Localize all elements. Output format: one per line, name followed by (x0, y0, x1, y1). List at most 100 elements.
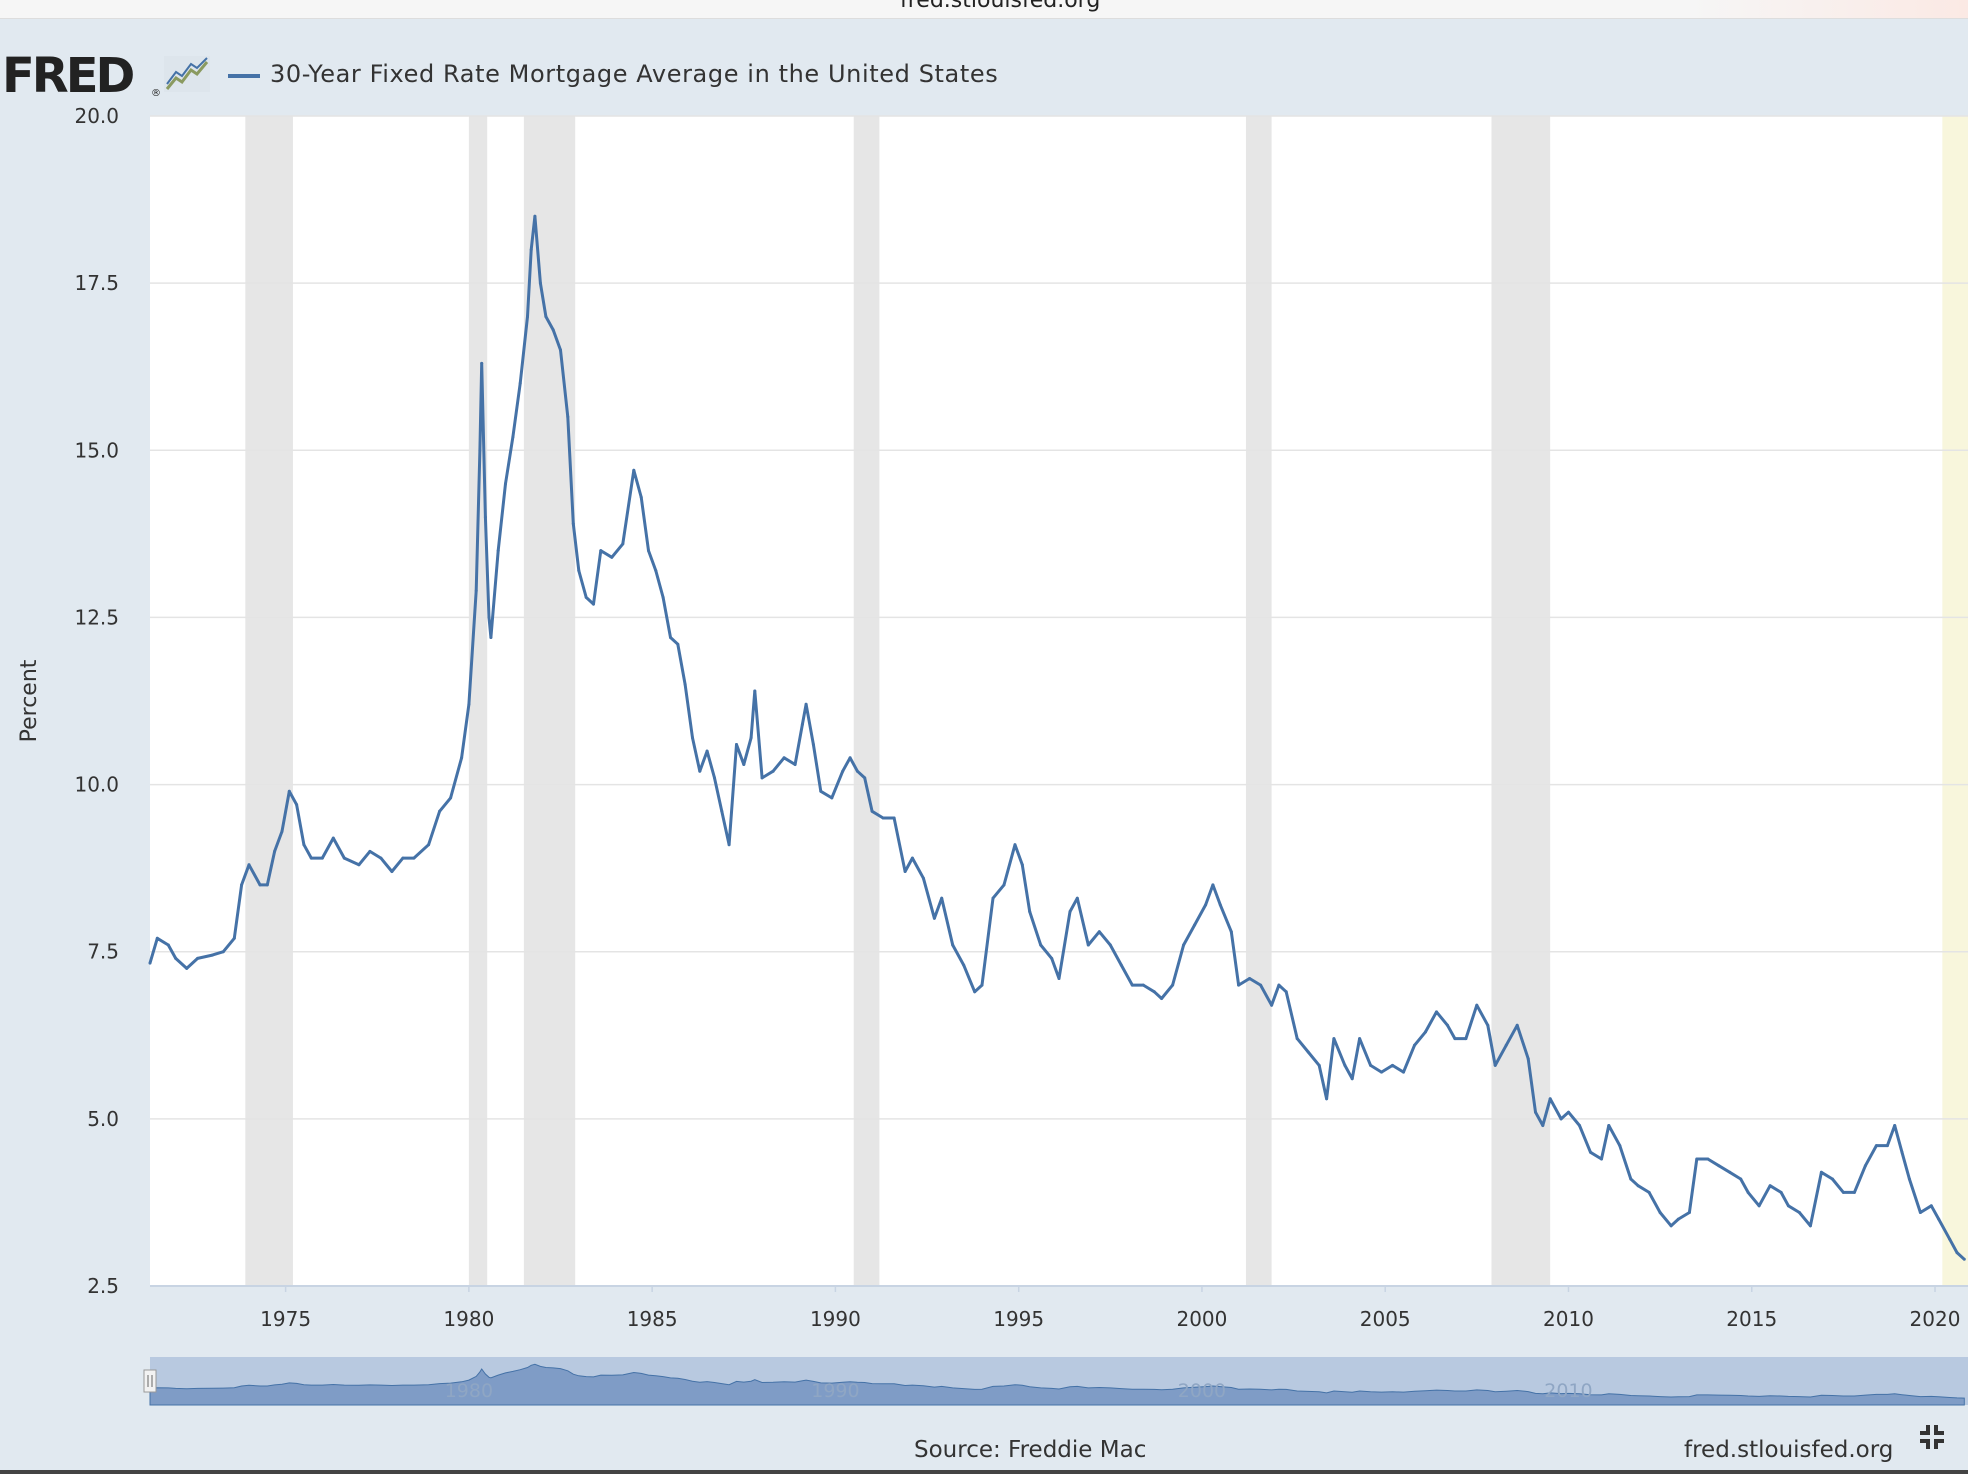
data-point (1504, 1043, 1508, 1047)
data-point (379, 856, 383, 860)
data-point (1259, 983, 1263, 987)
data-point (427, 843, 431, 847)
data-point (1526, 1057, 1530, 1061)
data-point (1028, 910, 1032, 914)
data-point (1193, 923, 1197, 927)
data-point (1808, 1224, 1812, 1228)
data-point (1229, 930, 1233, 934)
data-point (610, 555, 614, 559)
data-point (1706, 1157, 1710, 1161)
data-point (1358, 1037, 1362, 1041)
data-point (1717, 1164, 1721, 1168)
data-point (1160, 997, 1164, 1000)
data-point (691, 736, 694, 740)
data-point (148, 961, 152, 965)
data-point (1515, 1023, 1519, 1027)
chart-header: FRED ® 30-Year Fixed Rate Mortgage Avera… (0, 18, 1968, 114)
data-point (951, 943, 955, 947)
x-tick-label: 2005 (1360, 1307, 1411, 1331)
data-point (544, 315, 548, 319)
data-point (1446, 1023, 1449, 1027)
data-point (196, 956, 200, 960)
data-point (1493, 1063, 1497, 1067)
data-point (848, 756, 852, 760)
recession-band (245, 116, 293, 1286)
data-point (1589, 1150, 1592, 1154)
data-point (1647, 1190, 1651, 1194)
data-point (1391, 1063, 1394, 1067)
data-point (1548, 1097, 1552, 1101)
data-point (742, 763, 746, 766)
data-point (881, 816, 885, 820)
data-point (166, 943, 170, 947)
x-tick-label: 2000 (1176, 1307, 1227, 1331)
x-tick-label: 1990 (810, 1307, 861, 1331)
line-graph-icon (164, 56, 210, 92)
data-point (1676, 1217, 1680, 1221)
data-point (551, 328, 555, 332)
data-point (529, 248, 533, 252)
data-point (1402, 1070, 1405, 1074)
data-point (903, 870, 907, 873)
data-point (273, 849, 277, 853)
navigator-label: 2010 (1544, 1380, 1592, 1402)
data-point (1075, 896, 1079, 900)
data-point (1218, 903, 1222, 907)
data-point (698, 769, 702, 773)
data-point (683, 682, 687, 686)
data-point (793, 763, 797, 766)
navigator-label: 2000 (1178, 1380, 1226, 1402)
data-point (1435, 1010, 1438, 1014)
data-point (940, 896, 944, 900)
data-point (1464, 1037, 1468, 1041)
data-point (1306, 1050, 1310, 1054)
data-point (1380, 1070, 1383, 1074)
data-point (863, 776, 867, 780)
data-point (661, 595, 665, 599)
navigator-handle-left[interactable] (143, 1369, 157, 1393)
data-point (632, 468, 636, 472)
data-point (533, 214, 537, 218)
data-point (302, 843, 306, 847)
fullscreen-exit-icon[interactable] (1918, 1423, 1946, 1451)
data-point (504, 482, 507, 486)
data-point (258, 883, 262, 887)
data-point (1885, 1144, 1889, 1148)
data-point (412, 856, 416, 860)
data-point (1097, 930, 1101, 934)
data-point (1453, 1037, 1457, 1041)
chart-title[interactable]: 30-Year Fixed Rate Mortgage Average in t… (270, 60, 999, 88)
data-point (892, 816, 896, 820)
data-point (647, 549, 650, 553)
data-point (1779, 1190, 1783, 1194)
data-point (1350, 1077, 1354, 1081)
data-point (1629, 1177, 1633, 1181)
legend-swatch (228, 74, 260, 78)
data-point (1955, 1251, 1959, 1255)
url-text: fred.stlouisfed.org (900, 0, 1101, 13)
data-point (782, 756, 786, 760)
data-point (1325, 1097, 1329, 1101)
data-point (185, 966, 189, 970)
y-tick-label: 17.5 (74, 271, 119, 295)
data-point (1797, 1211, 1801, 1214)
data-point (991, 896, 995, 900)
data-point (980, 983, 984, 987)
data-point (1768, 1184, 1772, 1188)
recession-band (1245, 116, 1272, 1286)
data-point (800, 722, 804, 726)
data-point (1317, 1063, 1321, 1067)
fred-link[interactable]: fred.stlouisfed.org (1684, 1437, 1894, 1463)
data-point (599, 549, 603, 553)
x-tick-label: 2015 (1726, 1307, 1777, 1331)
fred-logo[interactable]: FRED (2, 48, 135, 104)
data-point (621, 542, 625, 546)
data-point (1002, 883, 1006, 887)
data-point (1284, 990, 1288, 994)
data-point (1695, 1157, 1699, 1161)
data-point (654, 569, 658, 573)
data-point (538, 281, 542, 285)
data-point (676, 642, 680, 646)
data-point (639, 495, 643, 499)
data-point (584, 595, 588, 599)
